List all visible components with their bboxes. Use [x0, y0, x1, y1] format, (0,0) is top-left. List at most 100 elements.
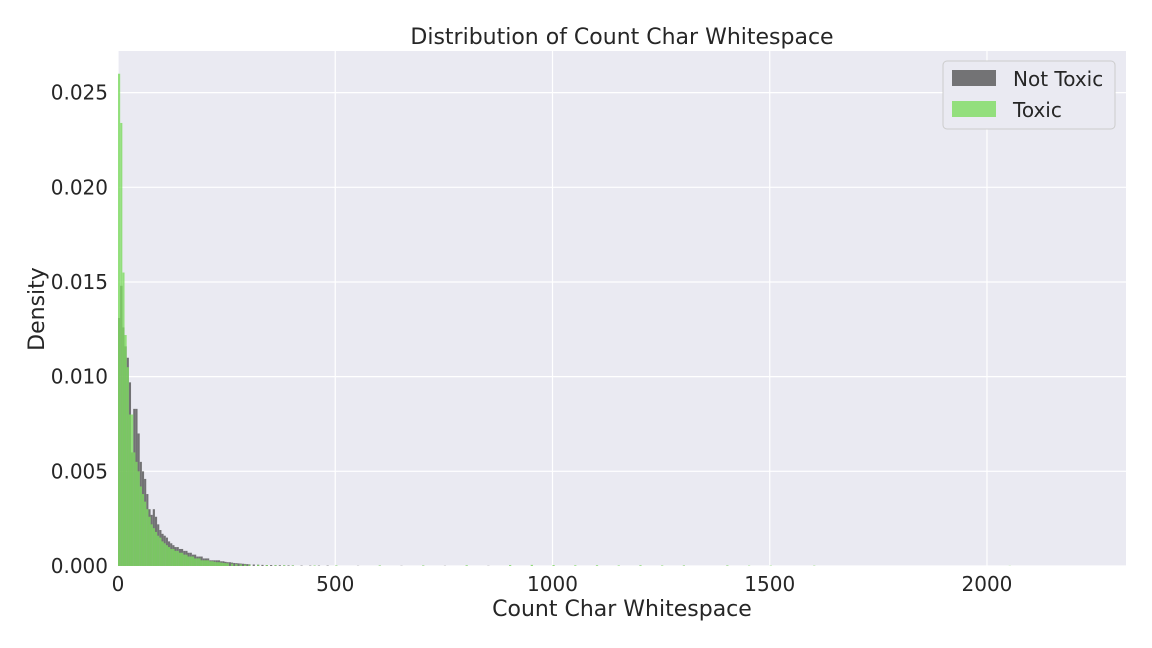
- histogram-bar: [226, 563, 229, 566]
- histogram-bar: [574, 565, 577, 566]
- histogram-bar: [181, 552, 184, 566]
- legend-swatch: [952, 101, 996, 117]
- histogram-bar: [154, 531, 158, 566]
- histogram-bar: [135, 461, 138, 566]
- histogram-bar: [144, 501, 147, 566]
- histogram-bar: [265, 565, 268, 566]
- histogram-bar: [200, 560, 203, 566]
- histogram-bar: [230, 563, 234, 566]
- y-tick-label: 0.015: [51, 270, 108, 294]
- histogram-bar: [248, 564, 251, 566]
- x-tick-label: 2000: [962, 572, 1013, 596]
- histogram-bar: [224, 563, 227, 566]
- legend-label: Toxic: [1012, 98, 1062, 122]
- histogram-bar: [137, 471, 140, 566]
- histogram-bar: [530, 564, 533, 566]
- histogram-bar: [235, 564, 238, 566]
- legend-label: Not Toxic: [1013, 67, 1103, 91]
- histogram-bar: [257, 564, 260, 566]
- x-tick-label: 0: [112, 572, 125, 596]
- histogram-bar: [209, 561, 212, 566]
- legend: Not Toxic Toxic: [942, 60, 1116, 130]
- histogram-bar: [237, 563, 240, 566]
- histogram-bar: [172, 548, 175, 566]
- histogram-bar: [246, 564, 249, 566]
- histogram-bar: [270, 565, 273, 566]
- histogram-bar: [176, 550, 179, 566]
- y-tick-label: 0.025: [51, 81, 108, 105]
- histogram-bar: [639, 565, 642, 566]
- histogram-bar: [313, 565, 316, 566]
- plot-background: [118, 51, 1126, 566]
- histogram-bar: [617, 565, 620, 566]
- histogram-bar: [120, 122, 123, 566]
- histogram-bar: [207, 560, 210, 566]
- histogram-bar: [124, 335, 127, 566]
- histogram-bar: [194, 558, 197, 566]
- x-tick-label: 1500: [744, 572, 795, 596]
- y-tick-label: 0.000: [51, 554, 108, 578]
- histogram-bar: [222, 562, 225, 566]
- histogram-bar: [509, 565, 512, 566]
- histogram-bar: [187, 556, 190, 566]
- histogram-bar: [228, 562, 231, 566]
- histogram-bar: [274, 565, 277, 566]
- histogram-bar: [150, 524, 153, 566]
- series-toxic: [118, 73, 1011, 567]
- y-axis-title: Density: [25, 267, 50, 351]
- x-tick-label: 1000: [527, 572, 578, 596]
- histogram-bar: [167, 547, 171, 566]
- histogram-bar: [283, 565, 286, 566]
- histogram-bar: [128, 414, 132, 566]
- histogram-bar: [118, 73, 121, 567]
- histogram-bar: [141, 494, 145, 566]
- histogram-bar: [335, 565, 338, 566]
- histogram-bar: [170, 548, 173, 566]
- histogram-bar: [595, 565, 599, 566]
- histogram-bar: [163, 543, 166, 566]
- histogram-bar: [146, 509, 149, 566]
- axis-ticks: 0 500 1000 1500 2000 0.000 0.005 0.010 0.015 0.02…: [51, 81, 1013, 596]
- histogram-bar: [157, 535, 160, 566]
- histogram-bar: [131, 414, 134, 566]
- histogram-bar: [661, 565, 664, 566]
- histogram-bar: [378, 565, 381, 566]
- histogram-bar: [465, 565, 468, 566]
- y-tick-label: 0.005: [51, 459, 108, 483]
- histogram-bar: [422, 565, 425, 566]
- histogram-bar: [174, 550, 177, 566]
- histogram-bar: [215, 562, 218, 566]
- histogram-bar: [159, 537, 162, 566]
- y-tick-label: 0.020: [51, 175, 108, 199]
- histogram-bar: [185, 554, 188, 566]
- histogram-bar: [191, 556, 195, 566]
- histogram-bar: [161, 541, 164, 566]
- histogram-bar: [287, 565, 290, 566]
- histogram-bar: [126, 367, 129, 566]
- histogram-bar: [233, 562, 236, 566]
- histogram-bar: [278, 565, 281, 566]
- histogram-bar: [122, 272, 125, 566]
- histogram-bar: [198, 558, 201, 566]
- legend-swatch: [952, 70, 996, 86]
- histogram-bar: [726, 565, 729, 566]
- histogram-bar: [291, 565, 294, 566]
- histogram-bar: [189, 556, 192, 566]
- histogram-bar: [213, 561, 216, 566]
- histogram-bar: [239, 564, 242, 566]
- histogram-bar: [261, 564, 264, 566]
- histogram-bar: [204, 560, 208, 566]
- histogram-bar: [196, 558, 199, 566]
- histogram-bar: [178, 552, 181, 566]
- histogram-bar: [244, 564, 247, 566]
- histogram-bar: [552, 565, 555, 566]
- histogram-bar: [217, 562, 221, 566]
- histogram-bar: [148, 516, 151, 566]
- histogram-bar: [211, 561, 214, 566]
- x-tick-label: 500: [316, 572, 354, 596]
- histogram-bar: [682, 565, 685, 566]
- histogram-bar: [202, 560, 205, 566]
- histogram-bars: [118, 73, 1011, 567]
